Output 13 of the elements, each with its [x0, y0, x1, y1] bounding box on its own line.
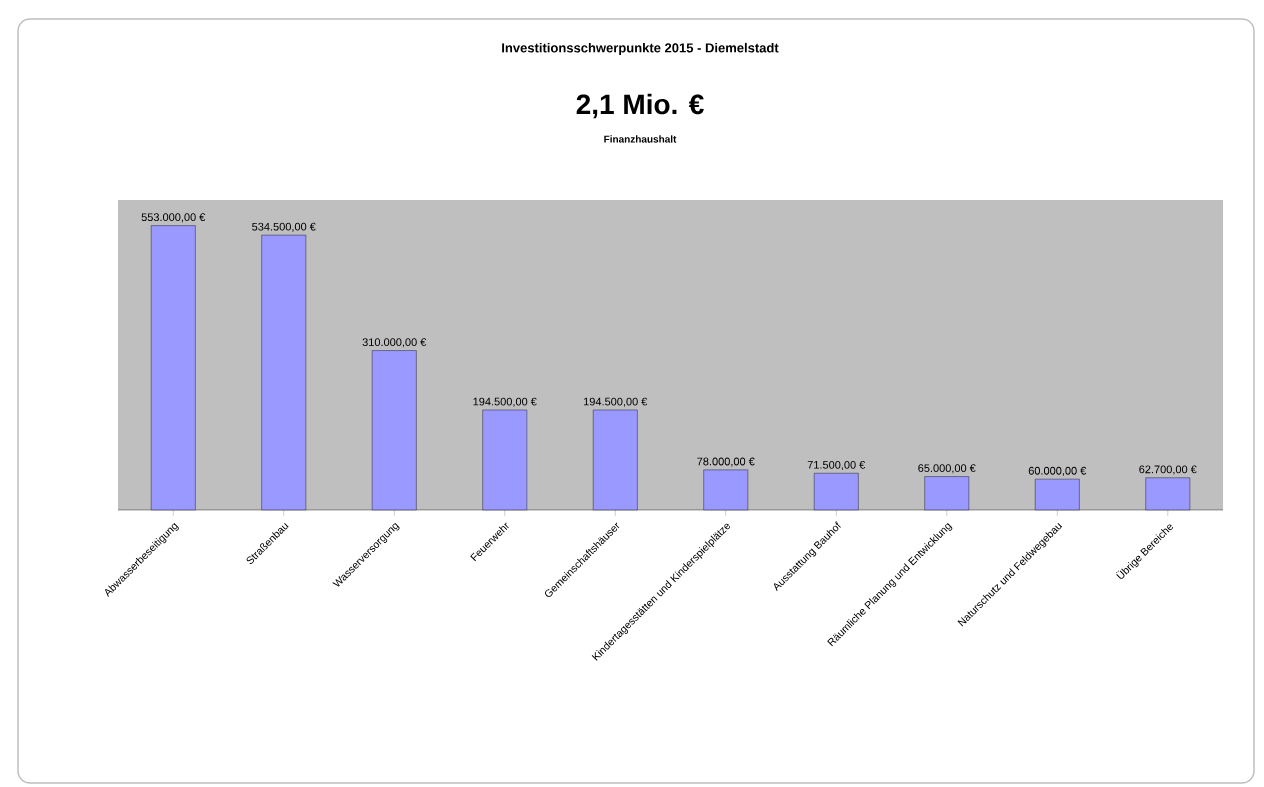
chart-subtitle: 2,1 Mio. € — [576, 93, 704, 119]
text: Finanzhaushalt — [604, 135, 677, 143]
chart-title: Investitionsschwerpunkte 2015 - Diemelstadt — [502, 42, 779, 56]
data-label: 194.500,00 € — [473, 397, 537, 407]
data-label: 60.000,00 € — [1028, 466, 1087, 476]
data-label: 71.500,00 € — [807, 460, 866, 471]
data-label: 65.000,00 € — [918, 464, 976, 474]
data-label: 534.500,00 € — [252, 222, 316, 232]
data-label: 62.700,00 € — [1139, 465, 1197, 475]
data-label: 553.000,00 € — [141, 213, 206, 223]
data-label: 310.000,00 € — [362, 338, 427, 348]
data-label: 194.500,00 € — [583, 397, 648, 407]
data-label: 78.000,00 € — [697, 457, 755, 467]
